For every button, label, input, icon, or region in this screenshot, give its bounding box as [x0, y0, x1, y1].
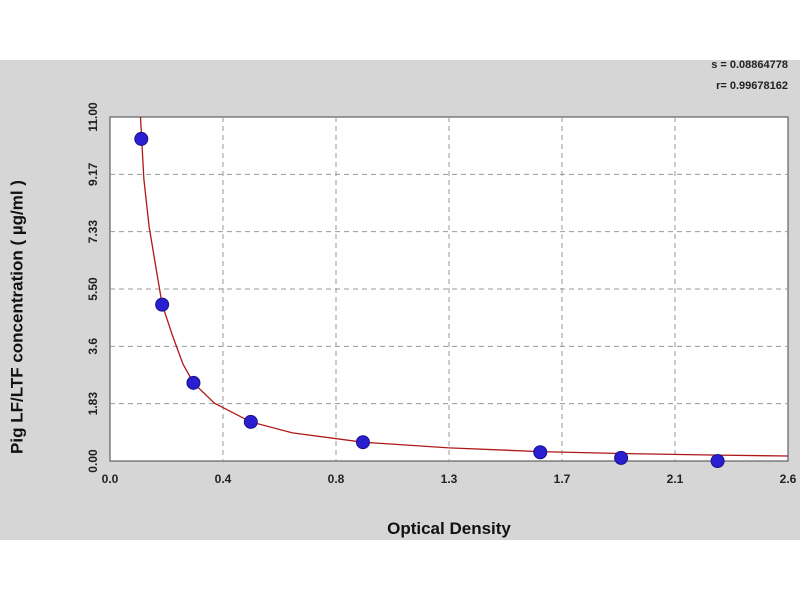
x-tick-labels: 0.0 0.4 0.8 1.3 1.7 2.1 2.6 — [102, 472, 797, 486]
y-axis-title: Pig LF/LTF concentration ( µg/ml ) — [7, 180, 26, 454]
data-point — [243, 414, 258, 429]
y-tick-label: 0.00 — [86, 449, 100, 473]
grid-lines — [110, 117, 788, 461]
y-tick-label: 1.83 — [86, 392, 100, 416]
y-tick-label: 3.6 — [86, 338, 100, 355]
data-point — [355, 435, 370, 450]
y-tick-label: 5.50 — [86, 277, 100, 301]
data-point — [155, 297, 170, 312]
x-tick-label: 1.3 — [441, 472, 458, 486]
x-tick-label: 0.4 — [215, 472, 232, 486]
data-point — [533, 445, 548, 460]
chart-frame: 0.0 0.4 0.8 1.3 1.7 2.1 2.6 0.00 1.83 3.6 5.50 7.3… — [0, 60, 800, 540]
data-point — [614, 450, 629, 465]
x-tick-label: 0.8 — [328, 472, 345, 486]
data-point — [134, 131, 149, 146]
fit-curve — [139, 116, 789, 457]
y-tick-label: 9.17 — [86, 162, 100, 186]
y-tick-labels: 0.00 1.83 3.6 5.50 7.33 9.17 11.00 — [86, 102, 100, 473]
x-tick-label: 2.6 — [780, 472, 797, 486]
x-tick-label: 0.0 — [102, 472, 119, 486]
stat-s: s = 0.08864778 — [711, 60, 788, 71]
x-tick-label: 1.7 — [554, 472, 571, 486]
x-tick-label: 2.1 — [667, 472, 684, 486]
stat-r: r= 0.99678162 — [716, 80, 788, 92]
data-point — [710, 454, 725, 468]
data-point — [186, 375, 201, 390]
calibration-chart: 0.0 0.4 0.8 1.3 1.7 2.1 2.6 0.00 1.83 3.6 5.50 7.3… — [7, 60, 797, 538]
y-tick-label: 7.33 — [86, 220, 100, 244]
y-tick-label: 11.00 — [86, 102, 100, 132]
x-axis-title: Optical Density — [387, 519, 511, 538]
data-points — [134, 131, 725, 468]
